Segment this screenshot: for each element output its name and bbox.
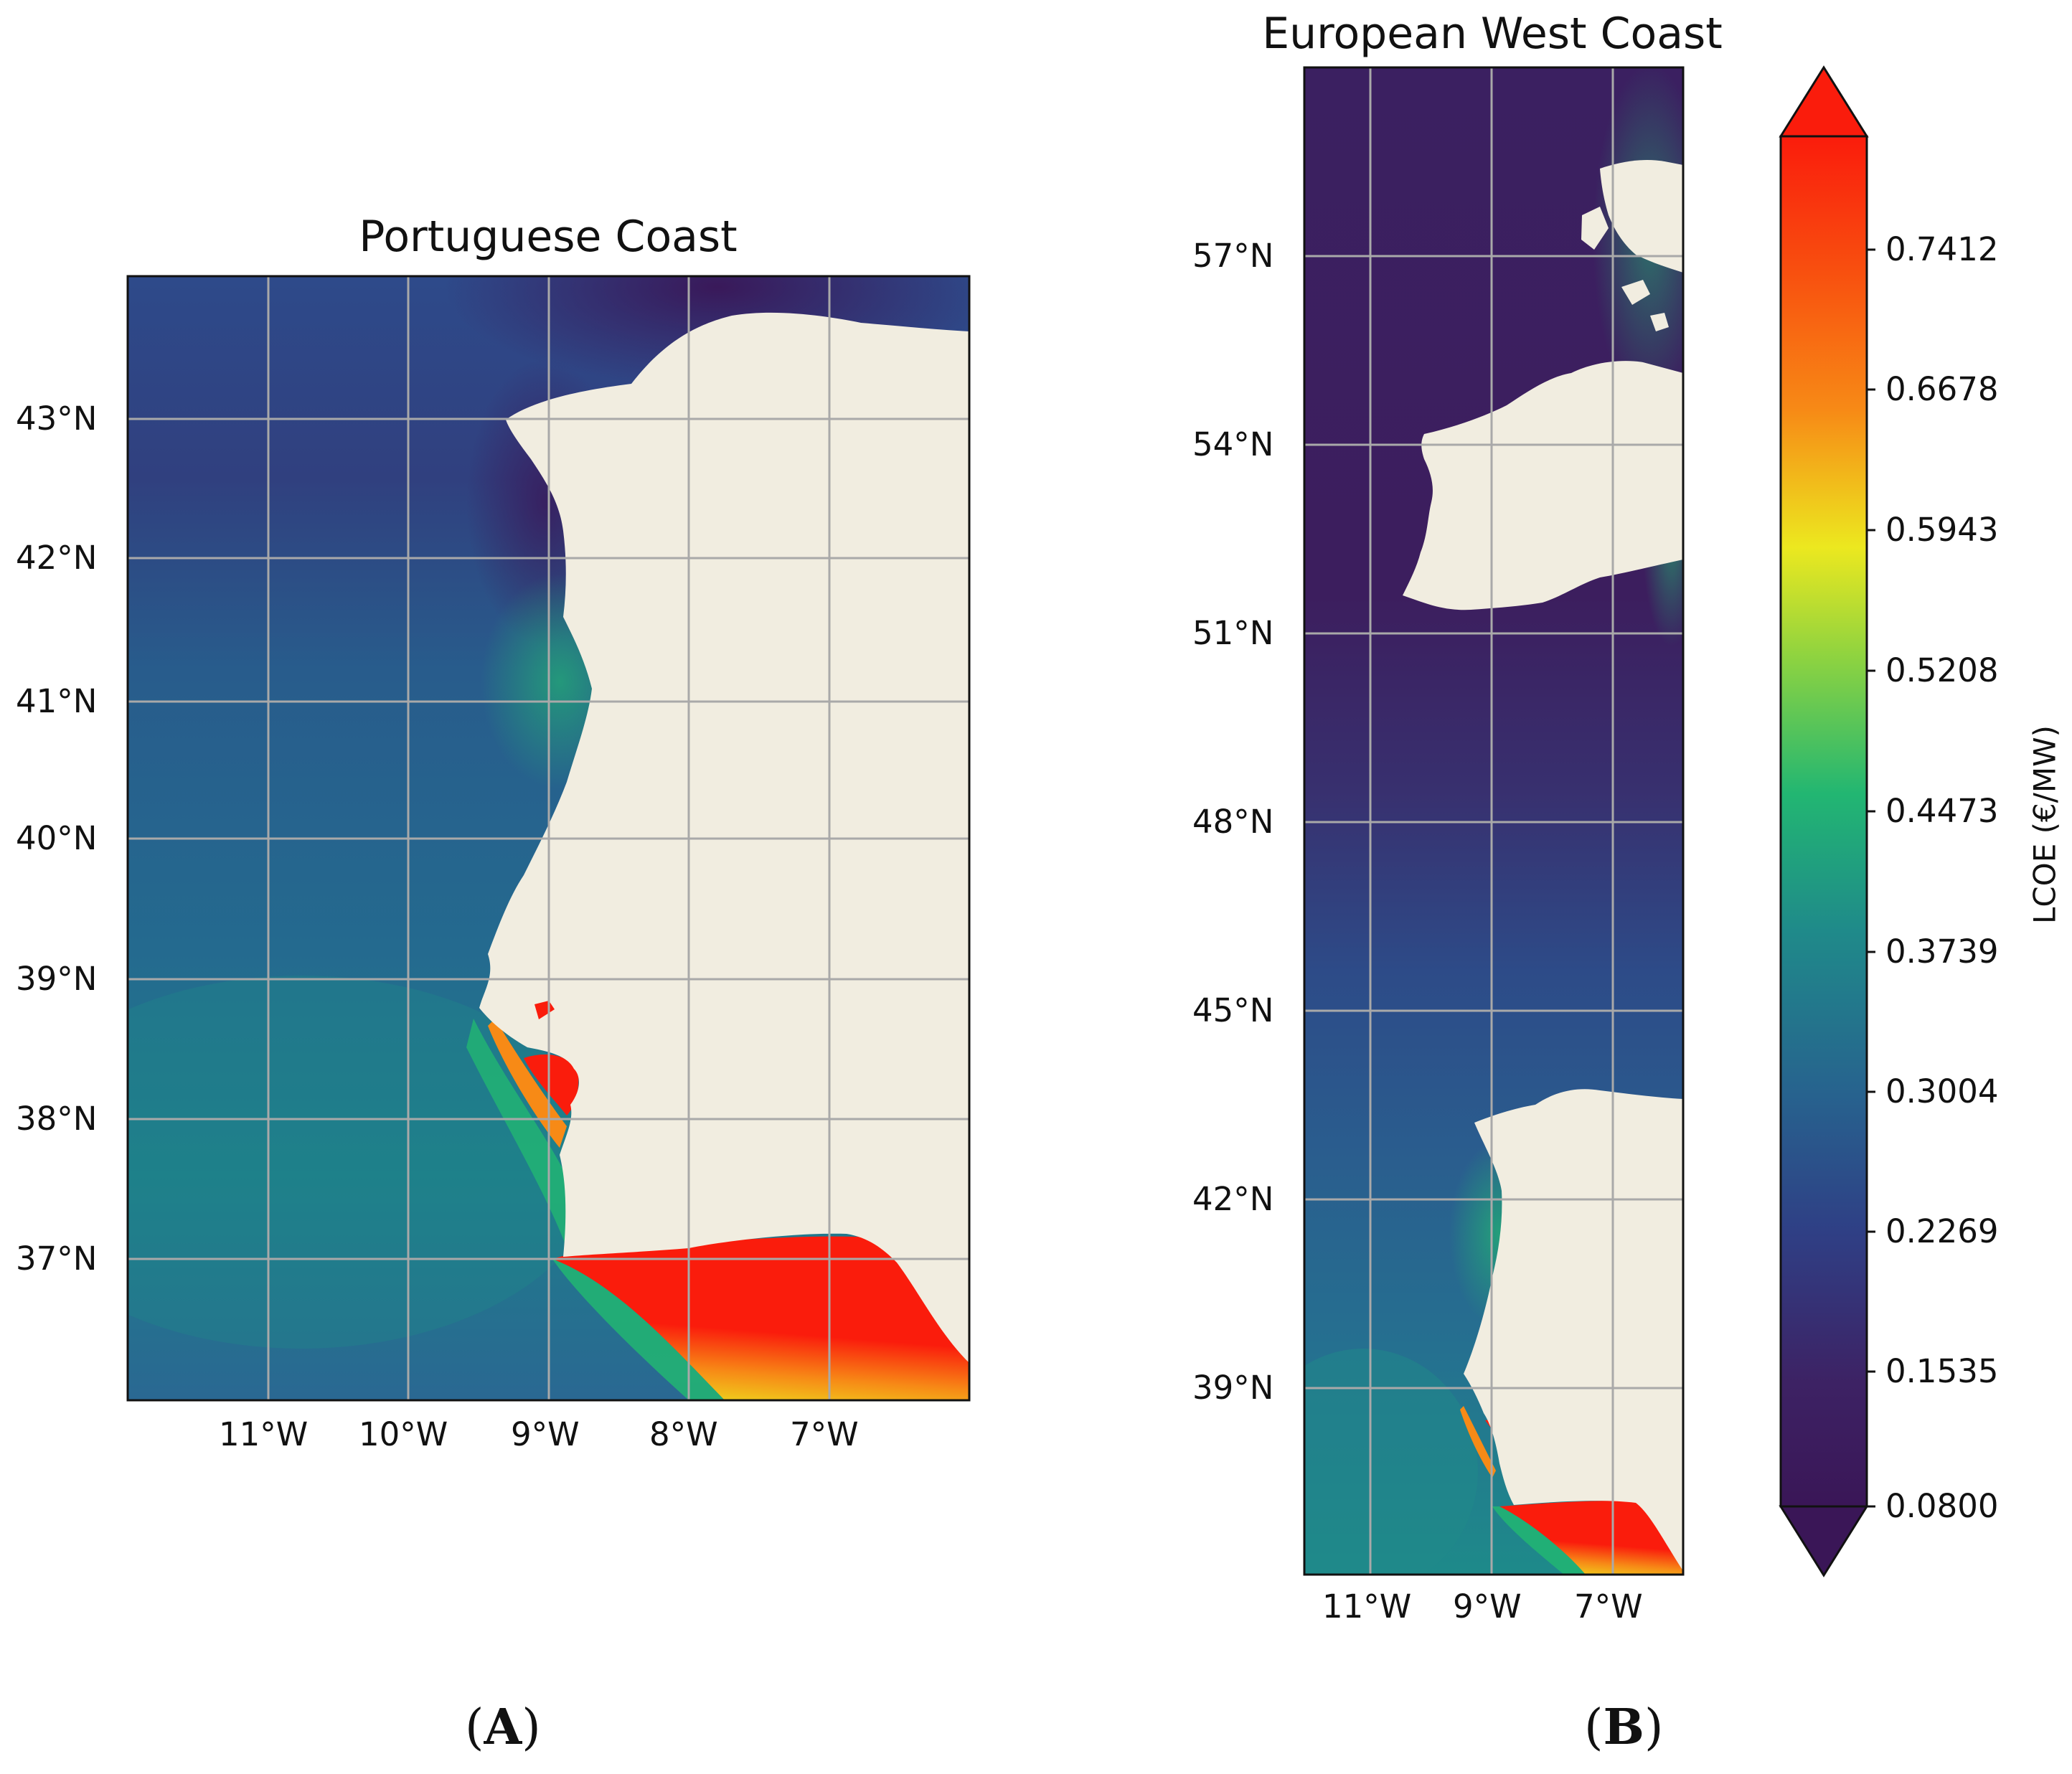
high-lcoe-zone-south-a bbox=[552, 1236, 969, 1400]
map-frame-a bbox=[126, 275, 971, 1402]
lon-tick-8w-a: 8°W bbox=[649, 1415, 718, 1453]
lon-tick-11w-a: 11°W bbox=[219, 1415, 309, 1453]
west-coast-hot-strip-a bbox=[488, 1019, 567, 1148]
colorbar-frame bbox=[1779, 135, 1868, 1508]
lon-tick-7w-a: 7°W bbox=[790, 1415, 859, 1453]
map-frame-b bbox=[1303, 66, 1685, 1576]
panel-a-title: Portuguese Coast bbox=[359, 212, 738, 262]
green-fringe-south-b bbox=[1492, 1506, 1586, 1575]
panel-label-b-open: ( bbox=[1584, 1699, 1604, 1756]
lon-tick-9w-b: 9°W bbox=[1453, 1587, 1522, 1626]
lat-tick-54n-b: 54°N bbox=[1192, 425, 1274, 463]
map-portuguese-coast bbox=[126, 275, 971, 1402]
colorbar-tick-3: 0.5208 bbox=[1885, 651, 1999, 689]
high-lcoe-zone-south-b bbox=[1499, 1501, 1683, 1575]
lat-tick-48n-b: 48°N bbox=[1192, 803, 1274, 841]
panel-label-a-open: ( bbox=[465, 1699, 484, 1756]
sado-hot-zone-a bbox=[524, 1055, 579, 1115]
colorbar-tick-6: 0.3004 bbox=[1885, 1072, 1999, 1110]
gridlines-b bbox=[1304, 67, 1683, 1575]
colorbar-body bbox=[1781, 136, 1867, 1506]
lon-tick-7w-b: 7°W bbox=[1574, 1587, 1643, 1626]
lat-tick-51n-b: 51°N bbox=[1192, 614, 1274, 652]
panel-b-title: European West Coast bbox=[1262, 9, 1723, 59]
gridlines-a bbox=[128, 276, 969, 1400]
colorbar-tick-5: 0.3739 bbox=[1885, 933, 1999, 971]
lat-tick-41n-a: 41°N bbox=[16, 682, 98, 720]
panel-label-b: (B) bbox=[1584, 1699, 1664, 1756]
colorbar-tick-1: 0.6678 bbox=[1885, 370, 1999, 408]
land-hebrides-b bbox=[1581, 207, 1669, 331]
colorbar-tick-7: 0.2269 bbox=[1885, 1212, 1999, 1250]
land-scotland-b bbox=[1600, 160, 1683, 273]
colorbar-extend-high bbox=[1779, 65, 1869, 138]
west-coast-hot-strip-b bbox=[1460, 1406, 1496, 1478]
colorbar-tick-9: 0.0800 bbox=[1885, 1487, 1999, 1525]
panel-label-a-letter: A bbox=[484, 1699, 522, 1756]
lon-tick-11w-b: 11°W bbox=[1322, 1587, 1412, 1626]
lon-tick-10w-a: 10°W bbox=[359, 1415, 448, 1453]
lat-tick-45n-b: 45°N bbox=[1192, 991, 1274, 1029]
lat-tick-42n-a: 42°N bbox=[16, 539, 98, 577]
lat-tick-39n-a: 39°N bbox=[16, 960, 98, 998]
lat-tick-39n-b: 39°N bbox=[1192, 1369, 1274, 1407]
map-european-west-coast bbox=[1303, 66, 1685, 1576]
panel-label-a: (A) bbox=[465, 1699, 541, 1756]
green-fringe-south-a bbox=[552, 1259, 725, 1400]
mid-lcoe-zone-southwest-b bbox=[1304, 1349, 1478, 1575]
lat-tick-37n-a: 37°N bbox=[16, 1240, 98, 1278]
west-coast-green-strip-a bbox=[466, 1019, 567, 1248]
lat-tick-38n-a: 38°N bbox=[16, 1100, 98, 1138]
lat-tick-42n-b: 42°N bbox=[1192, 1180, 1274, 1218]
lat-tick-57n-b: 57°N bbox=[1192, 237, 1274, 275]
panel-label-a-close: ) bbox=[522, 1699, 541, 1756]
colorbar-tick-0: 0.7412 bbox=[1885, 230, 1999, 268]
lat-tick-43n-a: 43°N bbox=[16, 400, 98, 438]
colorbar-tick-4: 0.4473 bbox=[1885, 792, 1999, 830]
colorbar-tick-2: 0.5943 bbox=[1885, 511, 1999, 549]
colorbar bbox=[1779, 65, 1875, 1577]
colorbar-tick-8: 0.1535 bbox=[1885, 1352, 1999, 1390]
lon-tick-9w-a: 9°W bbox=[511, 1415, 580, 1453]
land-iberia-b bbox=[1464, 1089, 1683, 1571]
colorbar-extend-low bbox=[1779, 1505, 1869, 1577]
panel-label-b-letter: B bbox=[1603, 1699, 1645, 1756]
panel-label-b-close: ) bbox=[1644, 1699, 1664, 1756]
colorbar-tick-marks bbox=[1867, 248, 1875, 1508]
lat-tick-40n-a: 40°N bbox=[16, 819, 98, 857]
colorbar-label: LCOE (€/MW) bbox=[2027, 725, 2063, 925]
